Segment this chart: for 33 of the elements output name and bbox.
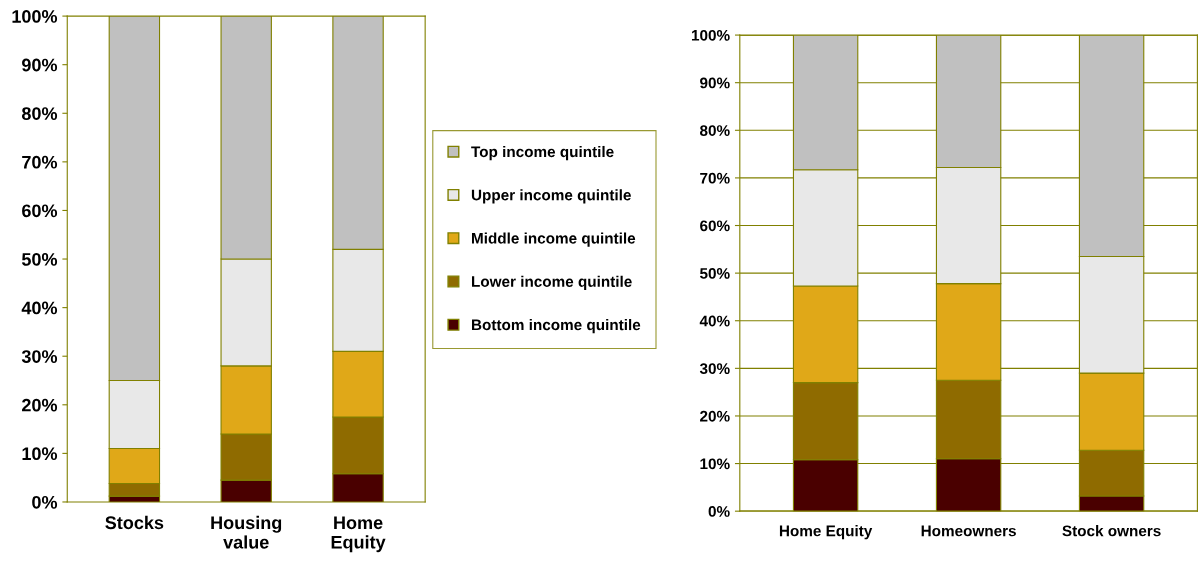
y-tick-label: 50% bbox=[699, 267, 730, 279]
x-tick-label: Home Equity bbox=[779, 525, 873, 540]
y-tick-label: 30% bbox=[21, 350, 58, 363]
y-tick-label: 20% bbox=[700, 410, 730, 422]
y-tick-label: 20% bbox=[22, 398, 58, 412]
legend-label: Bottom income quintile bbox=[472, 319, 641, 334]
y-tick-label: 0% bbox=[708, 506, 730, 517]
y-tick-label: 10% bbox=[700, 458, 730, 470]
y-tick-label: 90% bbox=[700, 77, 730, 89]
y-tick-label: 30% bbox=[699, 363, 730, 375]
y-tick-label: 50% bbox=[21, 252, 58, 266]
legend-label: Lower income quintile bbox=[472, 275, 632, 290]
y-tick-label: 10% bbox=[22, 447, 58, 461]
y-tick-label: 80% bbox=[700, 125, 730, 136]
y-tick-label: 80% bbox=[21, 107, 58, 120]
legend-label: Upper income quintile bbox=[471, 189, 631, 204]
y-tick-label: 40% bbox=[21, 301, 58, 315]
legend-label: Middle income quintile bbox=[472, 232, 636, 247]
x-tick-label: Homeowners bbox=[921, 525, 1016, 537]
x-tick-label: Home Equity bbox=[331, 516, 386, 553]
x-tick-label: Housing value bbox=[211, 515, 282, 549]
legend-label: Top income quintile bbox=[471, 145, 614, 161]
x-tick-label: Stock owners bbox=[1062, 525, 1161, 537]
y-tick-label: 0% bbox=[32, 495, 58, 509]
y-tick-label: 60% bbox=[700, 220, 730, 232]
y-tick-label: 70% bbox=[700, 172, 730, 184]
y-tick-label: 70% bbox=[22, 155, 58, 169]
y-tick-label: 100% bbox=[12, 10, 58, 23]
y-tick-label: 60% bbox=[22, 204, 58, 218]
y-tick-label: 100% bbox=[691, 29, 730, 41]
x-tick-label: Stocks bbox=[105, 515, 164, 530]
y-tick-label: 90% bbox=[22, 58, 58, 72]
y-tick-label: 40% bbox=[699, 315, 730, 327]
